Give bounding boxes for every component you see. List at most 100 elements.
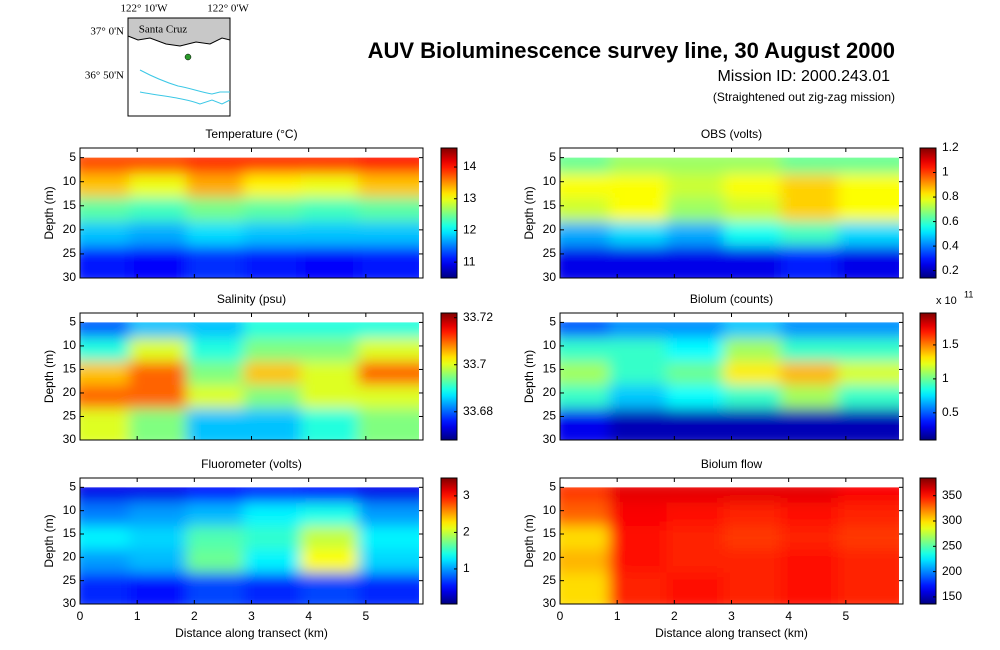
heatmap-cells bbox=[80, 157, 419, 278]
y-tick-label: 15 bbox=[63, 198, 77, 212]
heatmap-panel: 5 10 15 20 25 300 1 2 3 4 5 Fluorometer (volts) Dept… bbox=[42, 457, 470, 640]
y-tick-label: 25 bbox=[63, 409, 77, 423]
colorbar-tick-label: 150 bbox=[942, 589, 962, 603]
isobath bbox=[139, 91, 231, 105]
x-tick-label: 3 bbox=[728, 609, 735, 623]
colorbar-tick-label: 1 bbox=[942, 371, 949, 385]
x-tick-label: 2 bbox=[191, 609, 198, 623]
panel-title: Fluorometer (volts) bbox=[201, 457, 302, 471]
heatmap-panel: 5 10 15 20 25 30 Salinity (psu) Depth (m) 33.68 3… bbox=[42, 292, 493, 446]
x-axis-label: Distance along transect (km) bbox=[175, 626, 328, 640]
heatmap-clip bbox=[560, 322, 899, 440]
y-tick-label: 15 bbox=[63, 526, 77, 540]
heatmap-cells bbox=[80, 322, 419, 440]
panel-title: Biolum flow bbox=[701, 457, 763, 471]
x-tick-label: 0 bbox=[77, 609, 84, 623]
y-tick-label: 10 bbox=[543, 503, 557, 517]
heatmap-cells bbox=[80, 487, 419, 605]
note: (Straightened out zig-zag mission) bbox=[713, 90, 895, 104]
heatmap-cell bbox=[837, 572, 899, 605]
colorbar bbox=[440, 477, 458, 605]
lat-label: 37° 0'N bbox=[90, 26, 124, 38]
heatmap-clip bbox=[560, 157, 899, 278]
y-tick-label: 25 bbox=[63, 573, 77, 587]
y-axis-label: Depth (m) bbox=[42, 186, 56, 239]
panel-title: Temperature (°C) bbox=[205, 127, 297, 141]
heatmap-clip bbox=[80, 487, 419, 605]
heatmap-cells bbox=[560, 322, 899, 440]
isobath bbox=[139, 69, 230, 95]
lat-label: 36° 50'N bbox=[85, 70, 124, 82]
y-tick-label: 25 bbox=[543, 409, 557, 423]
y-tick-label: 20 bbox=[543, 550, 557, 564]
lon-label: 122° 10'W bbox=[120, 3, 168, 15]
heatmap-panel: 5 10 15 20 25 300 1 2 3 4 5 Biolum flow Depth (m) Dis… bbox=[522, 457, 962, 640]
y-tick-label: 15 bbox=[63, 362, 77, 376]
x-tick-label: 5 bbox=[362, 609, 369, 623]
y-axis-label: Depth (m) bbox=[522, 514, 536, 567]
x-tick-label: 2 bbox=[671, 609, 678, 623]
panel-title: Salinity (psu) bbox=[217, 292, 286, 306]
x-tick-label: 1 bbox=[134, 609, 141, 623]
heatmap-clip bbox=[80, 157, 419, 278]
y-tick-label: 5 bbox=[549, 315, 556, 329]
heatmap-panel: 5 10 15 20 25 30 OBS (volts) Depth (m) 0.2 0.4 0.6… bbox=[522, 127, 959, 284]
x-tick-label: 0 bbox=[557, 609, 564, 623]
colorbar-tick-label: 0.4 bbox=[942, 238, 959, 252]
y-axis-label: Depth (m) bbox=[42, 350, 56, 403]
colorbar-tick-label: 350 bbox=[942, 488, 962, 502]
x-axis-label: Distance along transect (km) bbox=[655, 626, 808, 640]
lon-label: 122° 0'W bbox=[207, 3, 249, 15]
colorbar bbox=[919, 147, 937, 279]
y-tick-label: 15 bbox=[543, 198, 557, 212]
y-tick-label: 30 bbox=[63, 596, 77, 610]
y-tick-label: 30 bbox=[63, 270, 77, 284]
survey-site bbox=[184, 53, 192, 61]
colorbar-tick-label: 1 bbox=[942, 165, 949, 179]
colorbar bbox=[440, 312, 458, 441]
y-tick-label: 5 bbox=[69, 315, 76, 329]
x-tick-label: 4 bbox=[785, 609, 792, 623]
y-tick-label: 30 bbox=[543, 270, 557, 284]
y-tick-label: 5 bbox=[549, 150, 556, 164]
y-tick-label: 5 bbox=[69, 480, 76, 494]
y-tick-label: 10 bbox=[63, 503, 77, 517]
colorbar-tick-label: 3 bbox=[463, 488, 470, 502]
colorbar-tick-label: 33.68 bbox=[463, 404, 493, 418]
y-tick-label: 20 bbox=[63, 222, 77, 236]
y-tick-label: 30 bbox=[543, 596, 557, 610]
heatmap-cells bbox=[560, 157, 899, 278]
land bbox=[127, 17, 231, 47]
heatmap-cell bbox=[357, 245, 419, 278]
y-tick-label: 15 bbox=[543, 526, 557, 540]
colorbar-tick-label: 33.72 bbox=[463, 310, 493, 324]
place-label: Santa Cruz bbox=[139, 24, 188, 36]
colorbar-tick-label: 13 bbox=[463, 191, 477, 205]
y-axis-label: Depth (m) bbox=[522, 350, 536, 403]
y-tick-label: 25 bbox=[63, 246, 77, 260]
mission-id: Mission ID: 2000.243.01 bbox=[717, 68, 890, 85]
x-tick-label: 3 bbox=[248, 609, 255, 623]
x-tick-label: 1 bbox=[614, 609, 621, 623]
colorbar-exponent: 11 bbox=[964, 289, 973, 299]
colorbar-tick-label: 200 bbox=[942, 564, 962, 578]
y-tick-label: 5 bbox=[549, 480, 556, 494]
colorbar-tick-label: 1.2 bbox=[942, 140, 959, 154]
colorbar bbox=[919, 312, 937, 441]
heatmap-cell bbox=[357, 572, 419, 605]
colorbar-tick-label: 250 bbox=[942, 538, 962, 552]
heatmap-clip bbox=[560, 487, 899, 605]
colorbar-tick-label: 14 bbox=[463, 159, 477, 173]
colorbar-tick-label: 0.6 bbox=[942, 214, 959, 228]
y-tick-label: 10 bbox=[63, 338, 77, 352]
colorbar-tick-label: 0.5 bbox=[942, 405, 959, 419]
y-tick-label: 30 bbox=[63, 432, 77, 446]
y-tick-label: 30 bbox=[543, 432, 557, 446]
heatmap-cell bbox=[837, 245, 899, 278]
map-inset: Santa Cruz 122° 10'W 122° 0'W 37° 0'N 36… bbox=[85, 3, 249, 117]
y-tick-label: 5 bbox=[69, 150, 76, 164]
y-tick-label: 20 bbox=[543, 222, 557, 236]
colorbar-tick-label: 11 bbox=[463, 254, 476, 268]
colorbar-scale: x 10 bbox=[936, 295, 957, 307]
